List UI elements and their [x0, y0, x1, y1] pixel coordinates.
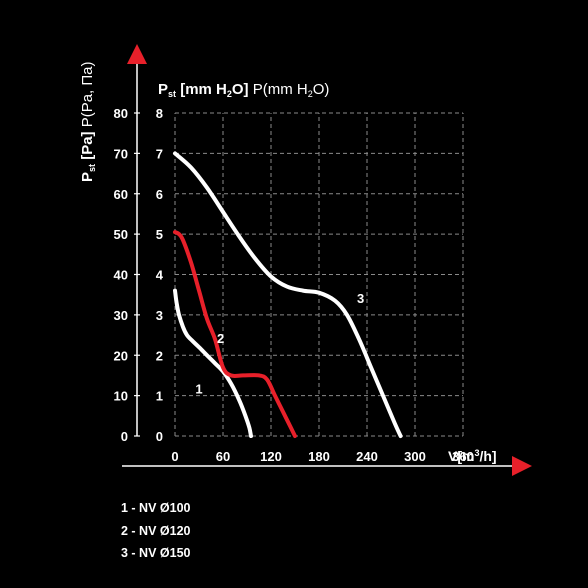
y-tick-pa-5: 50 — [114, 227, 128, 242]
y-label-mm-part4: O) — [313, 81, 330, 98]
y-label-mm-part2: O] — [232, 81, 249, 98]
y-tick-mm-1: 1 — [156, 389, 163, 404]
x-tick-3: 180 — [308, 449, 330, 464]
y-tick-pa-3: 30 — [114, 308, 128, 323]
y-tick-pa-7: 70 — [114, 146, 128, 161]
y-tick-mm-2: 2 — [156, 348, 163, 363]
y-tick-pa-1: 10 — [114, 389, 128, 404]
axes — [122, 44, 532, 476]
curve-label-1: 1 — [195, 382, 202, 397]
x-tick-4: 240 — [356, 449, 378, 464]
series-line-1 — [173, 288, 253, 438]
legend-item-2: 2 - NV Ø120 — [121, 524, 191, 538]
y-tick-pa-2: 20 — [114, 348, 128, 363]
y-tick-pa-4: 40 — [114, 268, 128, 283]
y-axis-arrow-icon — [127, 44, 147, 64]
y-tick-mm-5: 5 — [156, 227, 163, 242]
y-tick-mm-8: 8 — [156, 106, 163, 121]
series-line-2 — [173, 230, 297, 438]
curves — [173, 151, 403, 438]
y-axis-label-pa: Pst [Pa] P(Pa, Па) — [79, 61, 97, 182]
x-axis-label: V[m3/h] — [448, 448, 497, 464]
x-tick-1: 60 — [216, 449, 230, 464]
x-label-main: V[m — [448, 448, 474, 464]
y-tick-pa-8: 80 — [114, 106, 128, 121]
y-label-mm-p: P — [158, 81, 168, 98]
y-tick-mm-0: 0 — [156, 429, 163, 444]
curve-label-2: 2 — [217, 331, 224, 346]
y-label-mm-sub3: 2 — [308, 89, 313, 99]
y-label-pa-normal: P(Pa, Па) — [79, 61, 96, 131]
y-label-mm-part1: [mm H — [176, 81, 227, 98]
series-line-3 — [173, 151, 403, 438]
x-tick-2: 120 — [260, 449, 282, 464]
x-tick-5: 300 — [404, 449, 426, 464]
y-label-pa-p: P — [79, 172, 96, 182]
curve-label-3: 3 — [357, 291, 364, 306]
y-tick-mm-6: 6 — [156, 187, 163, 202]
y-label-mm-sub2: 2 — [227, 89, 232, 99]
y-tick-mm-7: 7 — [156, 146, 163, 161]
y-tick-pa-6: 60 — [114, 187, 128, 202]
grid — [174, 112, 464, 437]
x-tick-6: 360 — [452, 449, 474, 464]
legend-item-1: 1 - NV Ø100 — [121, 501, 191, 515]
x-label-sup: 3 — [474, 448, 479, 458]
x-axis-arrow-icon — [512, 456, 532, 476]
y-label-pa-bold: [Pa] — [79, 131, 96, 164]
y-tick-mm-3: 3 — [156, 308, 163, 323]
y-label-pa-st: st — [87, 164, 97, 172]
y-axis-label-mm: Pst [mm H2O] P(mm H2O) — [158, 81, 329, 99]
x-tick-0: 0 — [171, 449, 178, 464]
curve-labels: 1 2 3 — [195, 291, 364, 397]
x-label-tail: /h] — [479, 448, 496, 464]
y-label-mm-part3: P(mm H — [249, 81, 308, 98]
y-tick-pa-0: 0 — [121, 429, 128, 444]
y-tick-mm-4: 4 — [156, 268, 164, 283]
y-label-mm-st: st — [168, 89, 176, 99]
legend-item-3: 3 - NV Ø150 — [121, 546, 191, 560]
